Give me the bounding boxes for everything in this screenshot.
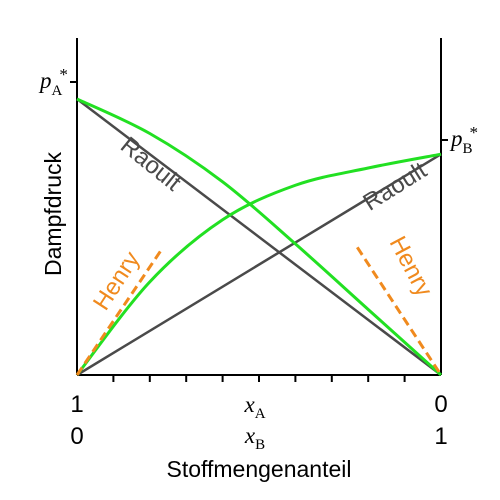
- pB-star-label: pB*: [449, 123, 478, 157]
- y-axis-label: Dampfdruck: [40, 152, 66, 276]
- raoult-label-right: Raoult: [358, 157, 431, 217]
- pA-star-label: pA*: [38, 65, 68, 99]
- henry-B-curve: [75, 249, 162, 376]
- minor-ticks: [112, 375, 406, 382]
- xA-label: xA: [243, 392, 265, 422]
- raoult-B-curve: [76, 153, 442, 377]
- raoult-label-left: Raoult: [115, 132, 186, 197]
- x-bottom-left-tick: 0: [70, 423, 83, 450]
- raoult-A-curve: [76, 98, 442, 376]
- real-A-curve: [76, 97, 443, 377]
- x-bottom-right-tick: 1: [434, 423, 447, 450]
- curves: [75, 97, 443, 377]
- x-top-right-tick: 0: [434, 391, 447, 418]
- henry-label-left: Henry: [88, 247, 146, 315]
- real-B-curve: [75, 152, 442, 376]
- xB-label: xB: [244, 423, 265, 453]
- x-axis-label: Stoffmengenanteil: [167, 456, 352, 482]
- henry-A-curve: [356, 246, 443, 376]
- x-top-left-tick: 1: [70, 391, 83, 418]
- henry-label-right: Henry: [384, 232, 438, 301]
